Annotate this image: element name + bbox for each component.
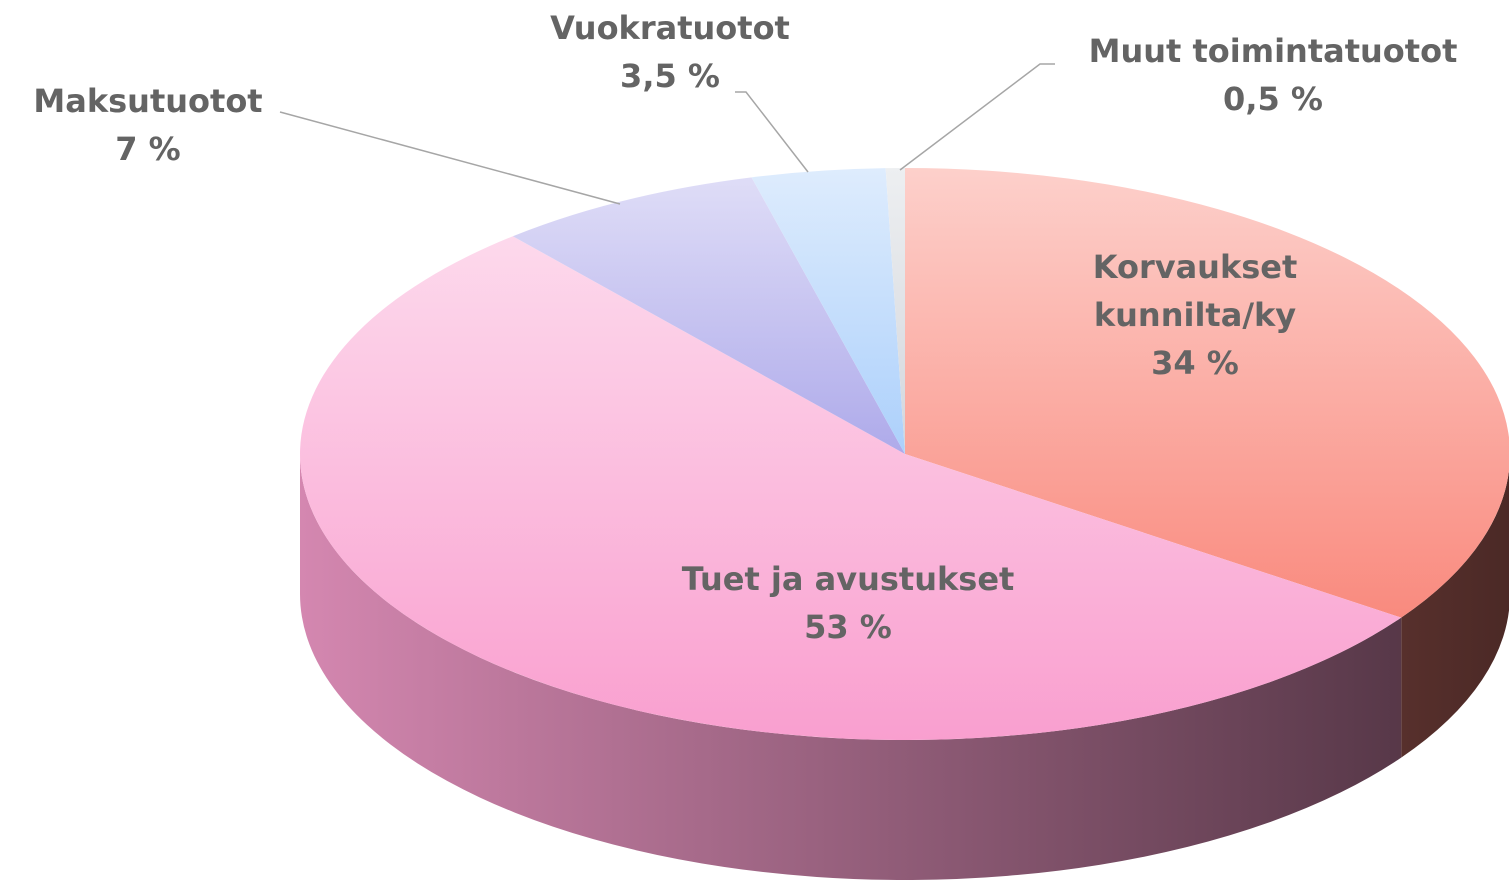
leader-line — [279, 111, 621, 205]
category-label: Korvaukset kunnilta/ky — [1092, 248, 1298, 334]
value-label: 7 % — [115, 130, 181, 168]
value-label: 3,5 % — [620, 57, 720, 95]
pie-slice — [751, 168, 905, 454]
value-label: 0,5 % — [1223, 80, 1323, 118]
data-label: Tuet ja avustukset 53 % — [598, 555, 1098, 651]
category-label: Muut toimintatuotot — [1088, 32, 1458, 70]
value-label: 34 % — [1151, 344, 1239, 382]
leader-line — [899, 63, 1055, 171]
category-label: Vuokratuotot — [550, 9, 790, 47]
data-label: Muut toimintatuotot 0,5 % — [1043, 27, 1503, 123]
data-label: Vuokratuotot 3,5 % — [510, 4, 830, 100]
pie-slice — [885, 168, 905, 454]
category-label: Tuet ja avustukset — [681, 560, 1015, 598]
pie-slice — [512, 177, 905, 454]
pie-slice-side — [300, 454, 1402, 880]
data-label: Maksutuotot 7 % — [0, 77, 298, 173]
pie-slice-side — [1401, 469, 1509, 758]
pie-slice — [905, 168, 1509, 618]
category-label: Maksutuotot — [33, 82, 263, 120]
data-label: Korvaukset kunnilta/ky 34 % — [1065, 243, 1325, 387]
leader-line — [735, 91, 809, 173]
pie-slice — [300, 236, 1402, 740]
value-label: 53 % — [804, 608, 892, 646]
